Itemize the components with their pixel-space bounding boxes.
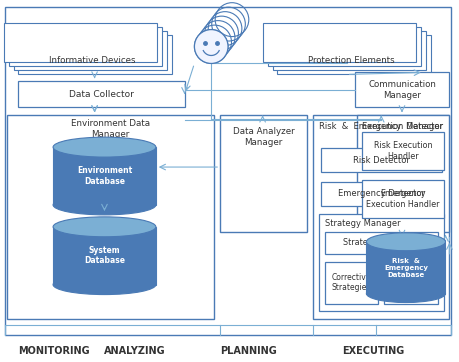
Text: Risk  &
Emergency
Database: Risk & Emergency Database (383, 258, 427, 278)
Text: System
Database: System Database (84, 246, 125, 265)
Bar (53, 147, 156, 205)
Text: Communication
Manager: Communication Manager (367, 80, 435, 100)
Bar (324, 232, 437, 254)
Bar (53, 227, 156, 285)
Bar (318, 214, 442, 311)
Ellipse shape (366, 285, 444, 303)
Text: EXECUTING: EXECUTING (341, 346, 404, 356)
Bar (220, 115, 307, 232)
Bar (354, 72, 448, 107)
Text: Informative Devices: Informative Devices (49, 56, 135, 65)
Text: Risk  &  Emergency  Detector: Risk & Emergency Detector (319, 122, 442, 131)
Text: Risk Detector: Risk Detector (352, 156, 409, 165)
Circle shape (194, 30, 228, 63)
Bar (313, 115, 448, 320)
Bar (324, 262, 377, 303)
Text: MONITORING: MONITORING (18, 346, 90, 356)
Bar (366, 242, 444, 294)
Text: Strategy  Identifier: Strategy Identifier (342, 238, 418, 247)
Bar (267, 26, 420, 67)
Text: Emergency Detector: Emergency Detector (337, 189, 424, 198)
Ellipse shape (53, 217, 156, 237)
Ellipse shape (53, 275, 156, 295)
Bar (362, 132, 442, 170)
Bar (4, 22, 157, 63)
Text: Environment
Database: Environment Database (77, 166, 132, 186)
Text: Corrective
Strategies: Corrective Strategies (331, 273, 370, 292)
Bar (262, 22, 415, 63)
Bar (9, 26, 162, 67)
Text: Execution Manager: Execution Manager (362, 122, 442, 131)
Text: Protection Elements: Protection Elements (307, 56, 393, 65)
Ellipse shape (53, 137, 156, 157)
Text: Preventive
Strategies: Preventive Strategies (390, 273, 431, 292)
Bar (320, 148, 441, 172)
Text: PLANNING: PLANNING (220, 346, 276, 356)
Text: Data Collector: Data Collector (69, 90, 134, 99)
Ellipse shape (53, 195, 156, 215)
Bar (18, 34, 171, 75)
Text: Strategy Manager: Strategy Manager (324, 219, 400, 228)
Bar (272, 30, 425, 71)
Ellipse shape (366, 233, 444, 251)
Bar (18, 81, 184, 107)
Bar (356, 115, 448, 232)
Bar (6, 115, 214, 320)
Bar (362, 180, 442, 218)
Text: ANALYZING: ANALYZING (104, 346, 165, 356)
Bar (13, 30, 166, 71)
Text: Environment Data
Manager: Environment Data Manager (71, 119, 150, 139)
Bar (277, 34, 430, 75)
Text: Emergency
Execution Handler: Emergency Execution Handler (365, 189, 439, 209)
Bar (320, 182, 441, 206)
Bar (383, 262, 437, 303)
Text: Risk Execution
Handler: Risk Execution Handler (373, 142, 431, 161)
Text: Data Analyzer
Manager: Data Analyzer Manager (232, 127, 294, 147)
